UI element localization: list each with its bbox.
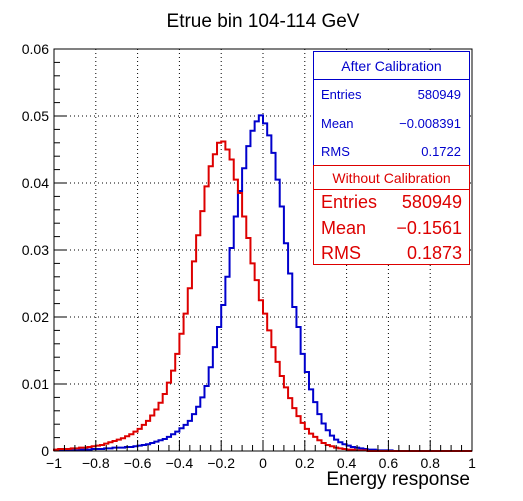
- x-tick-label: 0.4: [337, 455, 357, 471]
- y-tick-label: 0.05: [22, 108, 49, 124]
- x-tick-label: −0.2: [207, 455, 235, 471]
- y-tick-label: 0.01: [22, 376, 49, 392]
- stats-box-after-calibration: After Calibration Entries 580949 Mean −0…: [313, 51, 470, 168]
- stats-label: Mean: [321, 116, 354, 131]
- x-tick-label: 0.8: [420, 455, 440, 471]
- x-tick-label: 0: [259, 455, 267, 471]
- series-without-calibration: [53, 140, 472, 452]
- stats-row-rms: RMS 0.1722: [314, 144, 469, 162]
- stats-value: −0.1561: [396, 218, 462, 238]
- stats-title: Without Calibration: [314, 166, 469, 190]
- stats-label: Entries: [321, 87, 362, 102]
- stats-title: After Calibration: [314, 52, 469, 80]
- x-tick-label: 0.6: [379, 455, 399, 471]
- chart-title: Etrue bin 104-114 GeV: [167, 11, 360, 32]
- x-tick-label: −0.4: [166, 455, 194, 471]
- x-tick-label: 1: [468, 455, 476, 471]
- stats-value: 580949: [401, 192, 462, 212]
- x-tick-label: −0.8: [82, 455, 110, 471]
- y-tick-label: 0.03: [22, 242, 49, 258]
- stats-label: Entries: [321, 192, 378, 212]
- x-tick-label: 0.2: [295, 455, 315, 471]
- stats-box-without-calibration: Without Calibration Entries 580949 Mean …: [313, 165, 470, 265]
- y-tick-label: 0.02: [22, 309, 49, 325]
- stats-row-rms: RMS 0.1873: [314, 243, 469, 265]
- stats-label: RMS: [321, 144, 350, 159]
- axis-ticks: −1 −0.8 −0.6 −0.4 −0.2 0 0.2 0.4 0.6 0.8 1 0 0.01 0.0…: [22, 41, 476, 471]
- stats-value: 0.1873: [406, 243, 462, 263]
- stats-label: RMS: [321, 243, 361, 263]
- y-tick-label: 0.04: [22, 175, 49, 191]
- x-axis-label: Energy response: [326, 469, 470, 490]
- stats-value: 0.1722: [421, 144, 461, 159]
- y-tick-label: 0.06: [22, 41, 49, 57]
- stats-label: Mean: [321, 218, 367, 238]
- stats-row-mean: Mean −0.1561: [314, 218, 469, 240]
- stats-value: −0.008391: [399, 116, 461, 131]
- x-tick-label: −0.6: [124, 455, 152, 471]
- stats-row-entries: Entries 580949: [314, 87, 469, 105]
- y-tick-label: 0: [41, 443, 49, 459]
- stats-value: 580949: [417, 87, 461, 102]
- x-tick-label: −1: [46, 455, 62, 471]
- stats-row-entries: Entries 580949: [314, 192, 469, 214]
- stats-row-mean: Mean −0.008391: [314, 116, 469, 134]
